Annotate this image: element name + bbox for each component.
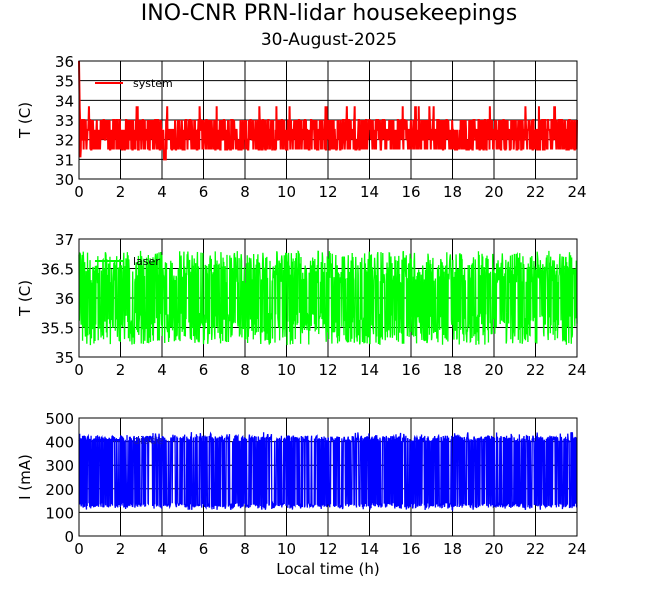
x-axis-label: Local time (h) [276,560,380,578]
x-tick-label: 20 [484,183,503,201]
x-tick-label: 14 [360,183,379,201]
x-tick-label: 8 [240,540,250,558]
y-tick-label: 35 [55,349,74,367]
x-tick-label: 10 [277,361,296,379]
x-tick-label: 18 [443,183,462,201]
x-tick-label: 4 [157,361,167,379]
x-tick-label: 0 [74,540,84,558]
x-tick-label: 4 [157,183,167,201]
x-tick-label: 10 [277,540,296,558]
x-tick-label: 18 [443,540,462,558]
x-tick-label: 20 [484,361,503,379]
x-tick-label: 24 [567,183,586,201]
y-tick-label: 32 [55,132,74,150]
x-tick-label: 16 [401,540,420,558]
x-tick-label: 24 [567,540,586,558]
x-tick-label: 2 [116,183,126,201]
x-tick-label: 12 [318,361,337,379]
x-tick-label: 14 [360,361,379,379]
x-tick-label: 12 [318,183,337,201]
x-tick-label: 20 [484,540,503,558]
x-tick-label: 12 [318,540,337,558]
y-tick-label: 34 [55,92,74,110]
x-tick-label: 14 [360,540,379,558]
x-tick-label: 22 [526,361,545,379]
legend-label: system [133,77,173,90]
x-tick-label: 16 [401,361,420,379]
y-tick-label: 35 [55,73,74,91]
x-tick-label: 0 [74,183,84,201]
y-tick-label: 100 [45,504,74,522]
x-tick-label: 22 [526,540,545,558]
y-tick-label: 400 [45,434,74,452]
y-tick-label: 500 [45,410,74,428]
x-tick-label: 6 [199,183,209,201]
x-tick-label: 2 [116,361,126,379]
x-tick-label: 16 [401,183,420,201]
series-line-diode [78,431,578,512]
x-tick-label: 4 [157,540,167,558]
plot-frame [78,238,578,358]
x-tick-label: 10 [277,183,296,201]
figure-subtitle: 30-August-2025 [261,30,397,50]
series-line-system [78,60,578,161]
x-tick-label: 24 [567,361,586,379]
legend-label: diode [133,434,164,447]
y-tick-label: 35.5 [41,320,74,338]
y-tick-label: 30 [55,171,74,189]
x-tick-label: 22 [526,183,545,201]
y-tick-label: 36 [55,53,74,71]
figure-title: INO-CNR PRN-lidar housekeepings [141,1,517,26]
y-tick-label: 36.5 [41,261,74,279]
y-axis-label: T (C) [16,102,34,139]
y-tick-label: 36 [55,290,74,308]
y-axis-label: T (C) [16,280,34,317]
x-tick-label: 0 [74,361,84,379]
x-tick-label: 8 [240,361,250,379]
x-tick-label: 2 [116,540,126,558]
y-tick-label: 33 [55,112,74,130]
x-tick-label: 18 [443,361,462,379]
x-tick-label: 8 [240,183,250,201]
y-tick-label: 300 [45,457,74,475]
y-axis-label: I (mA) [16,454,34,500]
plot-frame [78,417,578,537]
series-line-laser [78,250,578,346]
y-tick-label: 0 [64,528,74,546]
y-tick-label: 200 [45,481,74,499]
y-tick-label: 31 [55,151,74,169]
legend-label: laser [133,255,160,268]
y-tick-label: 37 [55,231,74,249]
plot-frame [78,60,578,180]
x-tick-label: 6 [199,361,209,379]
x-tick-label: 6 [199,540,209,558]
